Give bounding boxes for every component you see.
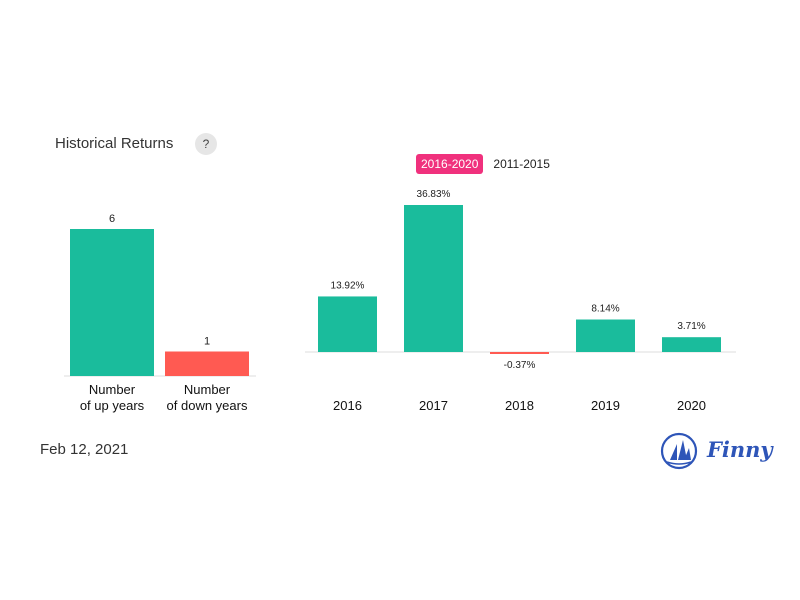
tab-2016-2020[interactable]: 2016-2020 — [416, 154, 484, 174]
finny-logo[interactable]: Finny — [660, 431, 773, 473]
tab-2011-2015[interactable]: 2011-2015 — [493, 157, 550, 171]
bar-2017 — [404, 205, 463, 352]
bar-2016 — [318, 296, 377, 352]
as-of-date: Feb 12, 2021 — [40, 441, 129, 458]
data-label: 6 — [109, 213, 115, 225]
bar-2019 — [576, 319, 635, 352]
data-label: 36.83% — [417, 189, 451, 200]
data-label: 8.14% — [591, 304, 619, 315]
data-label: 13.92% — [331, 280, 365, 291]
x-tick-label: Number — [184, 382, 231, 397]
x-tick-label: 2019 — [591, 398, 620, 413]
x-tick-label: 2016 — [333, 398, 362, 413]
bar-down-years — [165, 351, 249, 376]
period-tabs: 2016-2020 2011-2015 — [416, 154, 555, 174]
data-label: 1 — [204, 336, 210, 348]
x-tick-label: 2020 — [677, 398, 706, 413]
data-label: 3.71% — [677, 321, 705, 332]
x-tick-label: Number — [89, 382, 136, 397]
page-title: Historical Returns — [55, 135, 174, 152]
bar-2018 — [490, 352, 549, 354]
x-tick-label: of down years — [167, 398, 248, 413]
help-icon[interactable]: ? — [195, 133, 217, 155]
bar-up-years — [70, 229, 154, 376]
sailboat-logo-icon — [660, 432, 698, 470]
x-tick-label: of up years — [80, 398, 145, 413]
bar-2020 — [662, 337, 721, 352]
x-tick-label: 2017 — [419, 398, 448, 413]
data-label: -0.37% — [504, 360, 536, 371]
x-tick-label: 2018 — [505, 398, 534, 413]
brand-name: Finny — [707, 437, 773, 462]
